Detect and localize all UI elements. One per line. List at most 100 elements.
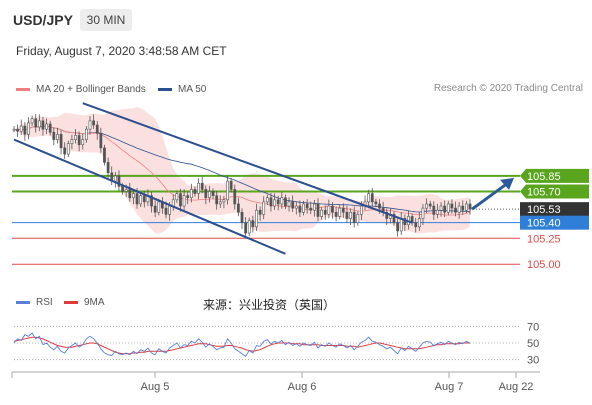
- price-candle-body: [135, 193, 139, 205]
- price-candle-body: [237, 203, 240, 213]
- price-candle-body: [19, 125, 23, 132]
- price-label-105-70: 105.70: [520, 184, 589, 199]
- price-candle-body: [439, 205, 443, 211]
- price-candle-body: [403, 218, 407, 226]
- x-tick-label: Aug 6: [288, 381, 317, 393]
- price-candle-body: [305, 203, 309, 209]
- price-label-text: 105.70: [527, 187, 561, 199]
- price-candle-body: [153, 205, 157, 213]
- price-candle-body: [414, 222, 418, 228]
- price-candle-body: [320, 209, 323, 217]
- projection-arrow-head: [500, 177, 514, 190]
- price-candle-body: [63, 147, 67, 155]
- price-candle-body: [399, 218, 403, 232]
- price-candle-body: [341, 207, 345, 213]
- price-candle-body: [233, 189, 237, 205]
- price-candle-body: [323, 209, 327, 215]
- price-candle-body: [37, 120, 41, 128]
- price-candle-body: [428, 203, 432, 207]
- price-label-text: 105.85: [527, 171, 561, 183]
- legend-label-ma50: MA 50: [178, 84, 207, 95]
- timeframe-badge[interactable]: 30 MIN: [80, 9, 132, 31]
- price-candle-body: [66, 143, 70, 155]
- price-candle-body: [182, 195, 186, 207]
- price-candle-body: [113, 175, 117, 182]
- price-candle-body: [56, 134, 59, 140]
- price-candle-body: [356, 214, 360, 223]
- price-candle-body: [48, 123, 52, 133]
- price-candle-body: [446, 203, 450, 213]
- price-candle-body: [85, 128, 88, 140]
- price-candle-body: [106, 162, 110, 174]
- legend-ma50: MA 50: [158, 84, 206, 95]
- price-candle-body: [99, 133, 103, 149]
- price-candle-body: [291, 201, 295, 209]
- price-candle-body: [352, 211, 356, 223]
- price-candle-body: [77, 135, 81, 146]
- price-candle-body: [30, 118, 34, 124]
- price-candle-body: [95, 124, 99, 134]
- legend-label-rsi: RSI: [36, 297, 53, 308]
- trend-channel-upper: [82, 102, 413, 224]
- price-candle-body: [334, 211, 338, 217]
- price-candle-body: [247, 220, 251, 234]
- price-label-text: 105.53: [527, 204, 561, 216]
- legend-ma20-bollinger: MA 20 + Bollinger Bands: [16, 84, 146, 95]
- price-candle-body: [302, 203, 305, 213]
- price-label-bg: [520, 202, 589, 217]
- price-candle-body: [287, 201, 291, 207]
- legend-swatch-ma20: [16, 87, 30, 91]
- price-candle-body: [70, 139, 74, 145]
- price-candle-body: [59, 134, 63, 149]
- rsi-level-label-50: 50: [527, 338, 539, 350]
- price-candle-body: [273, 199, 276, 207]
- price-candle-body: [52, 131, 56, 140]
- price-candle-body: [193, 189, 197, 194]
- price-candle-body: [200, 182, 204, 190]
- price-label-105-53: 105.53: [520, 202, 589, 217]
- price-candle-body: [197, 182, 200, 194]
- price-candle-body: [461, 205, 465, 211]
- price-candle-body: [218, 201, 222, 205]
- price-candle-body: [378, 203, 381, 209]
- rsi-ma-line: [13, 336, 470, 355]
- price-candle-body: [204, 189, 208, 199]
- price-candle-body: [142, 195, 146, 203]
- price-label-bg: [520, 168, 589, 183]
- price-candle-body: [117, 175, 121, 187]
- price-candle-body: [457, 205, 461, 213]
- price-candle-body: [417, 218, 421, 228]
- price-candle-body: [12, 128, 16, 131]
- price-candle-body: [121, 186, 124, 192]
- price-candle-body: [226, 180, 229, 201]
- projection-arrow-shaft: [471, 181, 509, 211]
- price-candle-body: [16, 128, 19, 132]
- price-candle-body: [81, 139, 85, 146]
- price-candle-body: [34, 118, 38, 128]
- price-candle-body: [103, 147, 106, 163]
- price-candle-body: [164, 207, 168, 215]
- price-candle-body: [92, 120, 95, 126]
- price-candle-body: [27, 122, 30, 135]
- price-candle-body: [367, 193, 371, 203]
- price-candle-body: [23, 125, 27, 135]
- price-candle-body: [128, 189, 132, 199]
- price-candle-body: [294, 205, 298, 209]
- price-label-105-25: 105.25: [527, 233, 561, 245]
- price-candle-body: [454, 207, 457, 213]
- price-candle-body: [186, 195, 190, 199]
- legend-swatch-9ma: [64, 300, 78, 304]
- price-candle-body: [280, 197, 284, 205]
- price-label-bg: [520, 215, 589, 230]
- price-label-105-85: 105.85: [520, 168, 589, 183]
- chart-datetime: Friday, August 7, 2020 3:48:58 AM CET: [16, 44, 227, 58]
- x-tick-label: Aug 5: [141, 381, 170, 393]
- price-candle-body: [124, 189, 128, 192]
- price-candle-body: [150, 195, 153, 207]
- price-candle-body: [229, 180, 233, 190]
- price-candle-body: [421, 207, 425, 219]
- price-candle-body: [265, 197, 269, 203]
- rsi-level-label-70: 70: [527, 321, 539, 333]
- price-candle-body: [349, 211, 352, 219]
